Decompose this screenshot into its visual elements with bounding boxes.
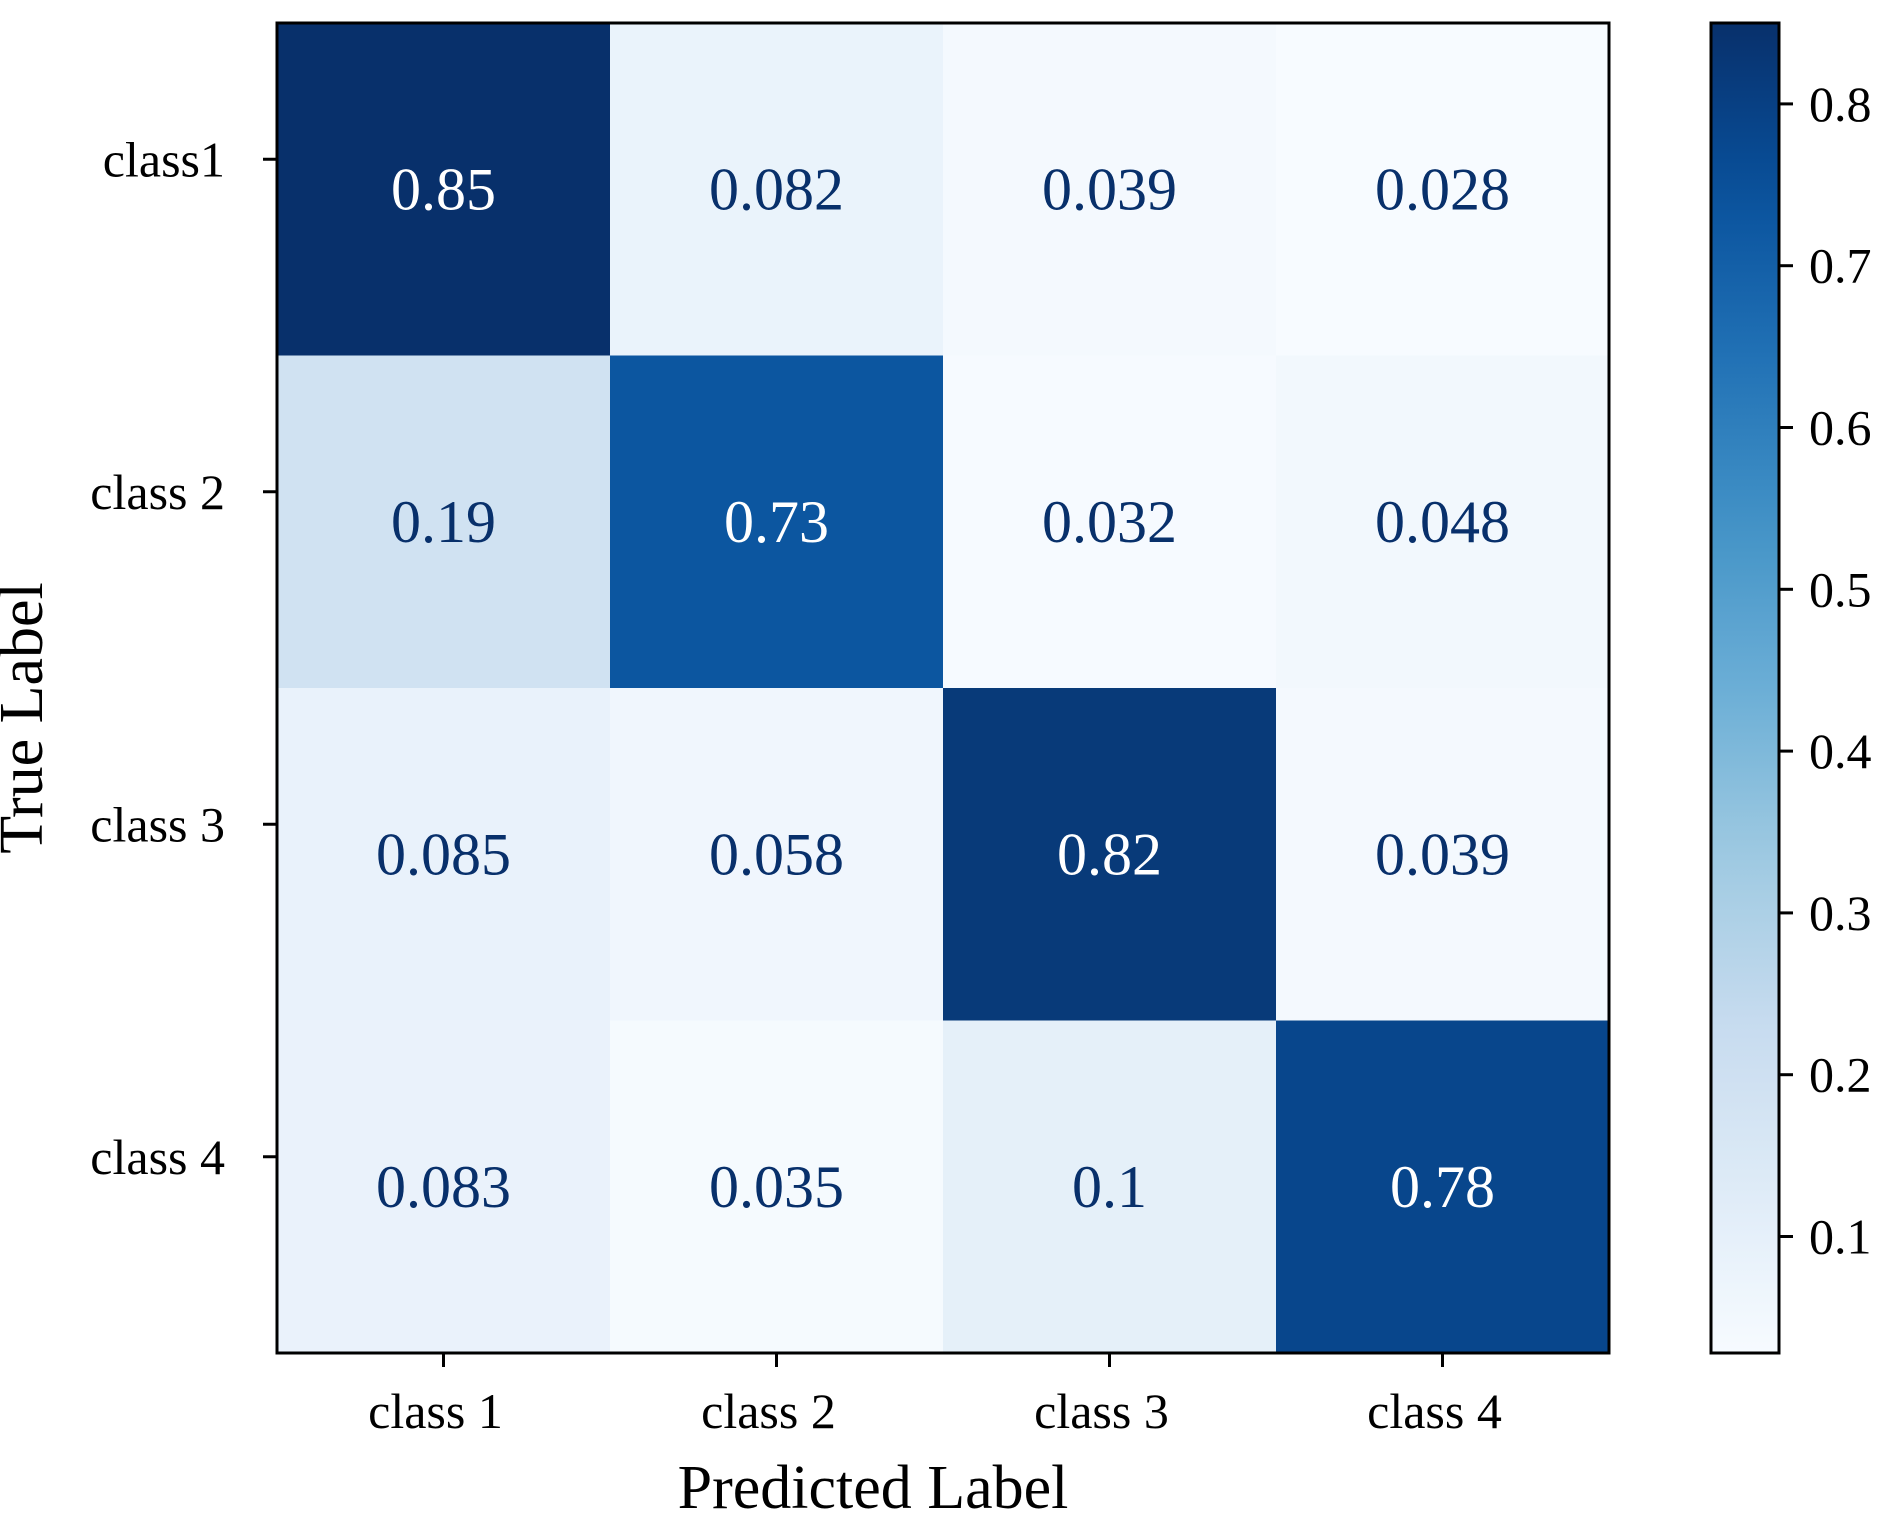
heatmap-cell xyxy=(943,1020,1277,1354)
cell-value-label: 0.058 xyxy=(709,821,844,887)
cell-value-label: 0.085 xyxy=(376,821,511,887)
plot-frame xyxy=(275,21,1611,1355)
heatmap-cell xyxy=(1276,23,1610,356)
colorbar-tick-label: 0.2 xyxy=(1809,1047,1872,1103)
colorbar-tick-label: 0.8 xyxy=(1809,76,1872,132)
y-tick-label: class1 xyxy=(103,131,225,187)
y-tick-label: class 2 xyxy=(90,464,225,520)
colorbar-tick-label: 0.3 xyxy=(1809,885,1872,941)
heatmap-cell xyxy=(943,23,1277,356)
cell-value-label: 0.1 xyxy=(1072,1154,1147,1220)
heatmap-cell xyxy=(277,355,611,689)
cell-value-label: 0.039 xyxy=(1042,156,1177,222)
x-tick-label: class 1 xyxy=(368,1383,503,1439)
heatmap-cell xyxy=(610,23,944,356)
x-axis-label: Predicted Label xyxy=(678,1454,1069,1522)
heatmap-cell xyxy=(1276,355,1610,689)
cell-value-labels: 0.85 0.082 0.039 0.028 0.19 0.73 0.032 0.048 0.0… xyxy=(376,156,1510,1220)
cell-value-label: 0.78 xyxy=(1390,1154,1495,1220)
colorbar-frame xyxy=(1709,21,1781,1355)
cell-value-label: 0.82 xyxy=(1057,821,1162,887)
cell-value-label: 0.082 xyxy=(709,156,844,222)
cell-value-label: 0.083 xyxy=(376,1154,511,1220)
heatmap-cell xyxy=(610,355,944,689)
cell-value-label: 0.039 xyxy=(1375,821,1510,887)
cell-value-label: 0.19 xyxy=(391,489,496,555)
cell-value-label: 0.028 xyxy=(1375,156,1510,222)
heatmap-cells xyxy=(277,23,1610,1354)
cell-value-label: 0.73 xyxy=(724,489,829,555)
y-axis-label: True Label xyxy=(0,582,56,854)
colorbar-tick-label: 0.6 xyxy=(1809,400,1872,456)
cell-value-label: 0.85 xyxy=(391,156,496,222)
colorbar-ticks: 0.1 0.2 0.3 0.4 0.5 0.6 0.7 0.8 xyxy=(1779,76,1872,1265)
y-tick-label: class 3 xyxy=(90,796,225,852)
heatmap-cell xyxy=(277,1020,611,1354)
x-tick-label: class 4 xyxy=(1367,1383,1502,1439)
colorbar-tick-label: 0.7 xyxy=(1809,238,1872,294)
y-tick-label: class 4 xyxy=(90,1129,225,1185)
heatmap-cell xyxy=(610,1020,944,1354)
heatmap-cell xyxy=(943,355,1277,689)
heatmap-cell xyxy=(277,688,611,1021)
x-tick-label: class 3 xyxy=(1034,1383,1169,1439)
heatmap-cell xyxy=(1276,688,1610,1021)
cell-value-label: 0.032 xyxy=(1042,489,1177,555)
cell-value-label: 0.035 xyxy=(709,1154,844,1220)
x-axis: class 1 class 2 class 3 class 4 xyxy=(368,1353,1502,1439)
x-tick-label: class 2 xyxy=(701,1383,836,1439)
heatmap-cell xyxy=(277,23,611,356)
heatmap-cell xyxy=(610,688,944,1021)
heatmap-cell xyxy=(943,688,1277,1021)
colorbar xyxy=(1711,23,1779,1353)
cell-value-label: 0.048 xyxy=(1375,489,1510,555)
colorbar-tick-label: 0.5 xyxy=(1809,561,1872,617)
y-axis: class1 class 2 class 3 class 4 xyxy=(90,131,277,1185)
colorbar-tick-label: 0.1 xyxy=(1809,1209,1872,1265)
colorbar-tick-label: 0.4 xyxy=(1809,723,1872,779)
heatmap-cell xyxy=(1276,1020,1610,1354)
